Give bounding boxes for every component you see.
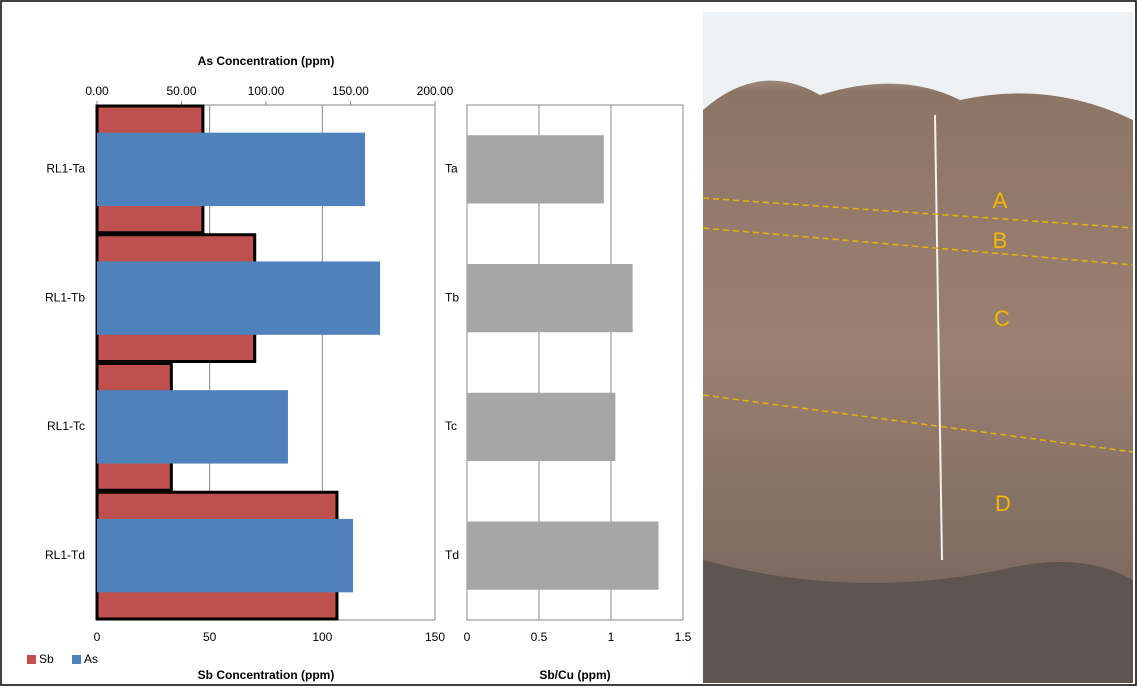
x2-tick-label: 150.00 bbox=[332, 84, 369, 98]
horizon-label: A bbox=[993, 188, 1008, 213]
y-tick-label: Ta bbox=[445, 162, 458, 176]
bar bbox=[97, 390, 288, 463]
x-tick-label: 1.5 bbox=[675, 630, 692, 644]
x-tick-label: 150 bbox=[425, 630, 445, 644]
photo: AB C D bbox=[703, 12, 1133, 683]
x-tick-label: 0.5 bbox=[531, 630, 548, 644]
x2-tick-label: 50.00 bbox=[166, 84, 196, 98]
x-axis-title: Sb/Cu (ppm) bbox=[539, 668, 610, 682]
x2-axis-title: As Concentration (ppm) bbox=[198, 54, 335, 68]
y-tick-label: RL1-Tb bbox=[45, 290, 85, 304]
bar bbox=[467, 522, 659, 590]
y-tick-label: Tc bbox=[445, 419, 457, 433]
x-tick-label: 0 bbox=[464, 630, 471, 644]
legend-swatch bbox=[27, 655, 36, 664]
legend-label: Sb bbox=[39, 652, 54, 666]
y-tick-label: Tb bbox=[445, 290, 459, 304]
horizon-label: D bbox=[995, 491, 1011, 516]
x-tick-label: 100 bbox=[312, 630, 332, 644]
bar bbox=[467, 135, 604, 203]
y-tick-label: RL1-Ta bbox=[46, 162, 85, 176]
bar bbox=[467, 393, 615, 461]
x-tick-label: 0 bbox=[94, 630, 101, 644]
y-tick-label: RL1-Tc bbox=[47, 419, 85, 433]
legend-swatch bbox=[72, 655, 81, 664]
x2-tick-label: 200.00 bbox=[417, 84, 454, 98]
y-tick-label: RL1-Td bbox=[45, 548, 85, 562]
x2-tick-label: 100.00 bbox=[248, 84, 285, 98]
x2-tick-label: 0.00 bbox=[85, 84, 109, 98]
horizon-label: C bbox=[994, 306, 1010, 331]
y-tick-label: Td bbox=[445, 548, 459, 562]
bar bbox=[467, 264, 633, 332]
legend-label: As bbox=[84, 652, 98, 666]
bar bbox=[97, 261, 380, 334]
figure: AB C D 0 50 100 150 0.00 50.00 100.00 150.00 200.0… bbox=[0, 0, 1137, 686]
bar bbox=[97, 133, 365, 206]
x-axis-title: Sb Concentration (ppm) bbox=[198, 668, 335, 682]
x-tick-label: 50 bbox=[203, 630, 217, 644]
horizon-label: B bbox=[993, 228, 1008, 253]
x-tick-label: 1 bbox=[608, 630, 615, 644]
bar bbox=[97, 519, 353, 592]
